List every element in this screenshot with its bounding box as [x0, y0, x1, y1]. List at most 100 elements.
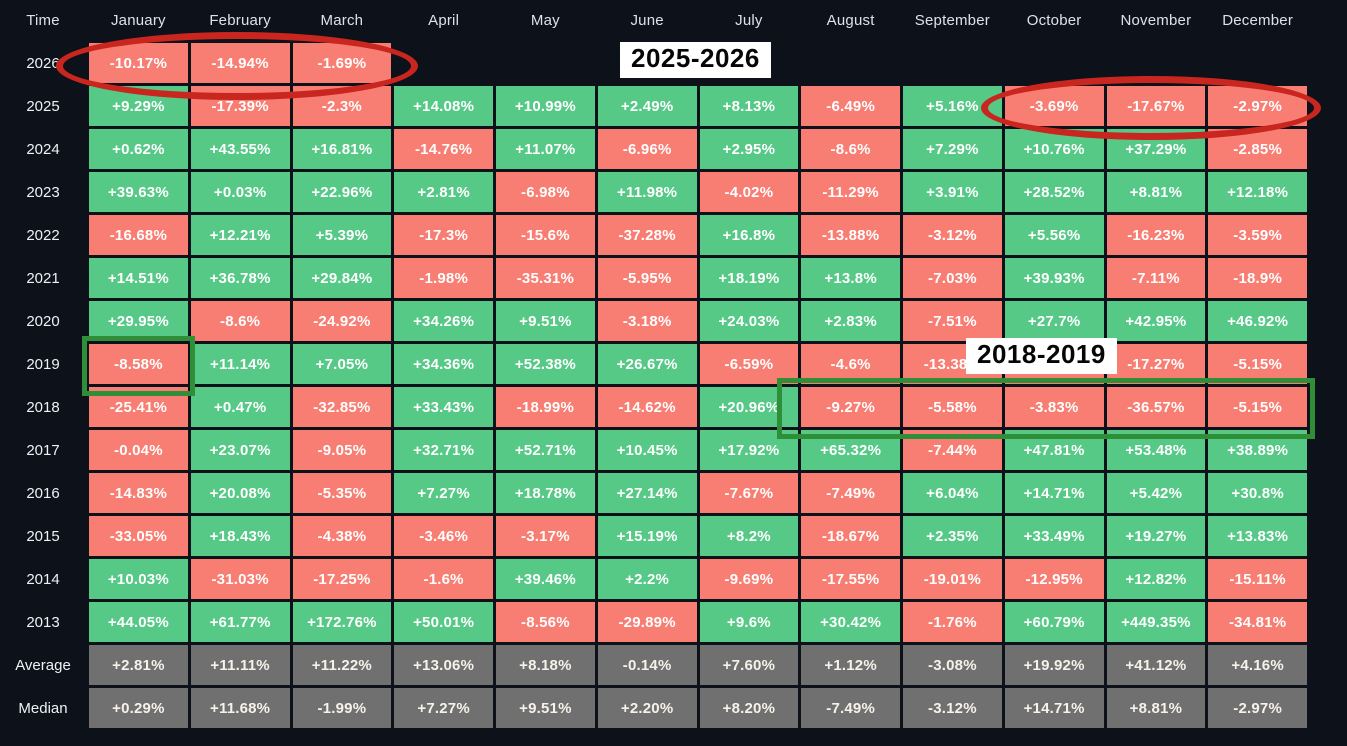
cell-2023-august: -11.29%	[801, 172, 900, 212]
cell-2018-april: +33.43%	[394, 387, 493, 427]
cell-2019-june: +26.67%	[597, 344, 697, 384]
cell-2013-january: +44.05%	[89, 602, 188, 642]
cell-2023-july: -4.02%	[699, 172, 799, 212]
cell-2022-november: -16.23%	[1106, 215, 1206, 255]
cell-2019-january: -8.58%	[89, 344, 188, 384]
cell-2020-november: +42.95%	[1106, 301, 1206, 341]
cell-2023-october: +28.52%	[1004, 172, 1104, 212]
cell-2013-july: +9.6%	[699, 602, 799, 642]
cell-2020-september: -7.51%	[903, 301, 1002, 341]
row-label-2023: 2023	[26, 183, 60, 201]
cell-2019-july: -6.59%	[699, 344, 799, 384]
cell-2017-december: +38.89%	[1208, 430, 1307, 470]
cell-median-july: +8.20%	[699, 688, 799, 728]
cell-2015-march: -4.38%	[292, 516, 392, 556]
cell-2018-march: -32.85%	[292, 387, 392, 427]
cell-2014-march: -17.25%	[292, 559, 392, 599]
cell-2017-october: +47.81%	[1004, 430, 1104, 470]
row-label-2016: 2016	[26, 484, 60, 502]
row-label-2020: 2020	[26, 312, 60, 330]
cell-2023-march: +22.96%	[292, 172, 392, 212]
cell-2016-july: -7.67%	[699, 473, 799, 513]
cell-2021-november: -7.11%	[1106, 258, 1206, 298]
cell-median-june: +2.20%	[597, 688, 697, 728]
cell-2016-december: +30.8%	[1208, 473, 1307, 513]
column-header-august: August	[826, 11, 875, 29]
cell-2022-march: +5.39%	[292, 215, 392, 255]
cell-median-february: +11.68%	[190, 688, 290, 728]
cell-2021-july: +18.19%	[699, 258, 799, 298]
cell-2015-july: +8.2%	[699, 516, 799, 556]
cell-2013-august: +30.42%	[801, 602, 900, 642]
cell-2021-october: +39.93%	[1004, 258, 1104, 298]
cell-2014-april: -1.6%	[394, 559, 493, 599]
cell-2024-june: -6.96%	[597, 129, 697, 169]
cell-2014-september: -19.01%	[903, 559, 1002, 599]
cell-2022-july: +16.8%	[699, 215, 799, 255]
row-label-2013: 2013	[26, 613, 60, 631]
row-label-2018: 2018	[26, 398, 60, 416]
row-label-median: Median	[18, 699, 68, 717]
cell-2015-january: -33.05%	[89, 516, 188, 556]
cell-2018-december: -5.15%	[1208, 387, 1307, 427]
cell-2017-february: +23.07%	[190, 430, 290, 470]
cell-2026-december	[1208, 43, 1307, 83]
cell-2014-january: +10.03%	[89, 559, 188, 599]
cell-median-november: +8.81%	[1106, 688, 1206, 728]
cell-2017-april: +32.71%	[394, 430, 493, 470]
cell-2021-september: -7.03%	[903, 258, 1002, 298]
returns-table: Time January February March April May June July…	[15, 11, 1307, 728]
cell-2019-april: +34.36%	[394, 344, 493, 384]
cell-2018-february: +0.47%	[190, 387, 290, 427]
cell-2014-june: +2.2%	[597, 559, 697, 599]
cell-2019-march: +7.05%	[292, 344, 392, 384]
cell-average-july: +7.60%	[699, 645, 799, 685]
row-label-2014: 2014	[26, 570, 60, 588]
cell-2013-march: +172.76%	[292, 602, 392, 642]
annotation-label-2025-2026: 2025-2026	[620, 42, 771, 78]
cell-2021-march: +29.84%	[292, 258, 392, 298]
cell-2025-january: +9.29%	[89, 86, 188, 126]
cell-2022-february: +12.21%	[190, 215, 290, 255]
cell-2020-october: +27.7%	[1004, 301, 1104, 341]
cell-2017-august: +65.32%	[801, 430, 900, 470]
cell-2026-february: -14.94%	[190, 43, 290, 83]
cell-2024-july: +2.95%	[699, 129, 799, 169]
cell-2023-december: +12.18%	[1208, 172, 1307, 212]
cell-2021-january: +14.51%	[89, 258, 188, 298]
cell-2021-december: -18.9%	[1208, 258, 1307, 298]
cell-2015-april: -3.46%	[394, 516, 493, 556]
cell-2017-march: -9.05%	[292, 430, 392, 470]
cell-median-october: +14.71%	[1004, 688, 1104, 728]
cell-2017-september: -7.44%	[903, 430, 1002, 470]
cell-2015-september: +2.35%	[903, 516, 1002, 556]
cell-2013-september: -1.76%	[903, 602, 1002, 642]
cell-2025-october: -3.69%	[1004, 86, 1104, 126]
cell-2022-june: -37.28%	[597, 215, 697, 255]
cell-2022-january: -16.68%	[89, 215, 188, 255]
cell-2025-june: +2.49%	[597, 86, 697, 126]
cell-2021-february: +36.78%	[190, 258, 290, 298]
cell-2015-june: +15.19%	[597, 516, 697, 556]
cell-2020-august: +2.83%	[801, 301, 900, 341]
cell-2022-august: -13.88%	[801, 215, 900, 255]
cell-average-september: -3.08%	[903, 645, 1002, 685]
cell-2025-july: +8.13%	[699, 86, 799, 126]
row-label-2025: 2025	[26, 97, 60, 115]
cell-average-october: +19.92%	[1004, 645, 1104, 685]
cell-2019-november: -17.27%	[1106, 344, 1206, 384]
cell-2022-october: +5.56%	[1004, 215, 1104, 255]
cell-2026-october	[1005, 43, 1104, 83]
cell-2013-october: +60.79%	[1004, 602, 1104, 642]
cell-2025-february: -17.39%	[190, 86, 290, 126]
cell-average-april: +13.06%	[394, 645, 493, 685]
row-label-2021: 2021	[26, 269, 60, 287]
cell-2024-april: -14.76%	[394, 129, 493, 169]
cell-2021-april: -1.98%	[394, 258, 493, 298]
cell-2025-december: -2.97%	[1208, 86, 1307, 126]
cell-2015-november: +19.27%	[1106, 516, 1206, 556]
cell-2025-may: +10.99%	[496, 86, 595, 126]
cell-2020-january: +29.95%	[89, 301, 188, 341]
cell-2023-may: -6.98%	[496, 172, 595, 212]
